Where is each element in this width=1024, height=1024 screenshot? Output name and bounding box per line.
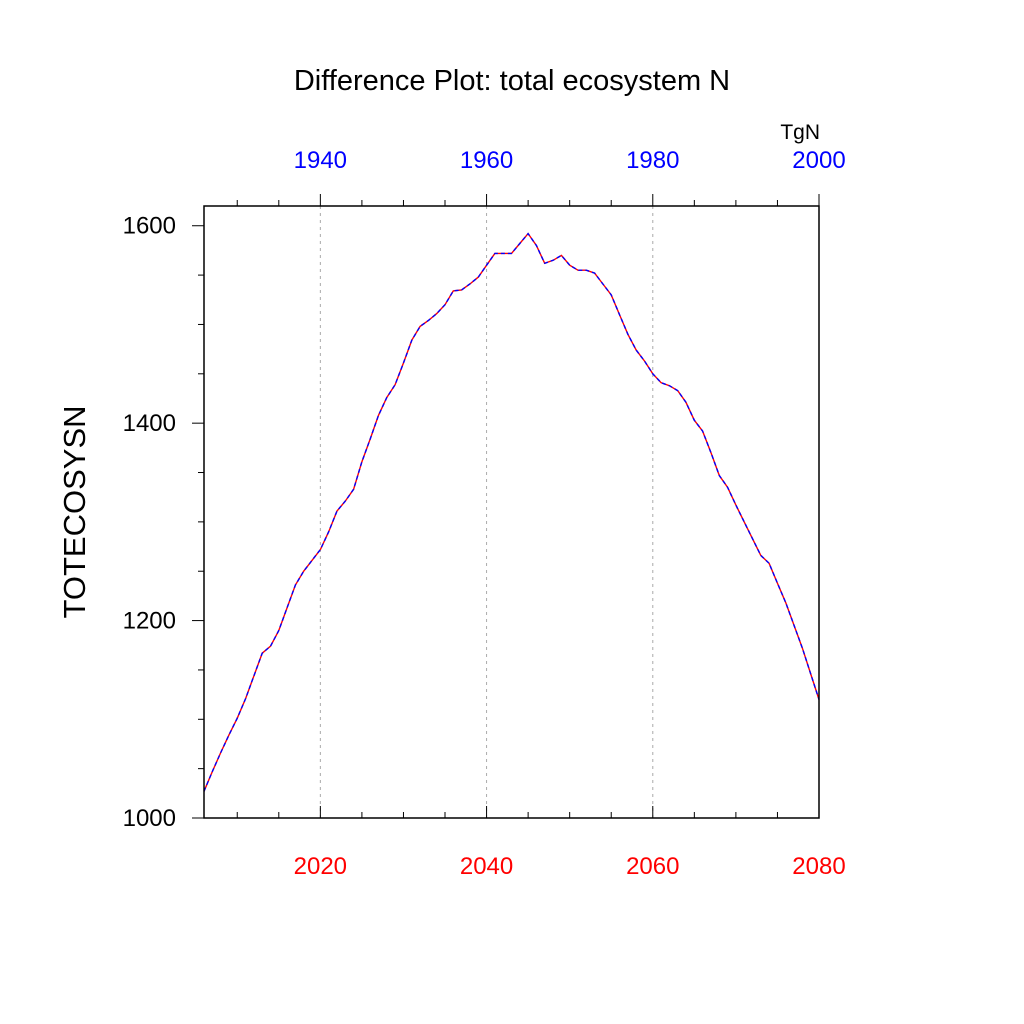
y-tick-label: 1400 bbox=[123, 410, 176, 437]
plot-frame bbox=[203, 205, 820, 819]
top-tick-label: 1980 bbox=[626, 147, 679, 174]
units-label: TgN bbox=[780, 121, 820, 144]
top-tick-label: 1940 bbox=[294, 147, 347, 174]
y-axis-label: TOTECOSYSN bbox=[57, 405, 92, 618]
tick-labels: 2020 2040 2060 2080 1940 1960 1980 2000 1000 1200… bbox=[123, 147, 846, 880]
x-tick-label: 2080 bbox=[792, 853, 845, 880]
x-tick-label: 2060 bbox=[626, 853, 679, 880]
y-tick-label: 1000 bbox=[123, 805, 176, 832]
grid-lines bbox=[319, 206, 654, 818]
series-line-dashed bbox=[203, 232, 820, 792]
series-group bbox=[203, 232, 820, 792]
y-tick-label: 1600 bbox=[123, 213, 176, 240]
axis-ticks bbox=[192, 194, 820, 819]
y-tick-label: 1200 bbox=[123, 608, 176, 635]
top-tick-label: 2000 bbox=[792, 147, 845, 174]
series-line bbox=[203, 232, 820, 792]
x-tick-label: 2040 bbox=[460, 853, 513, 880]
x-tick-label: 2020 bbox=[294, 853, 347, 880]
top-tick-label: 1960 bbox=[460, 147, 513, 174]
chart-title: Difference Plot: total ecosystem N bbox=[294, 65, 730, 97]
